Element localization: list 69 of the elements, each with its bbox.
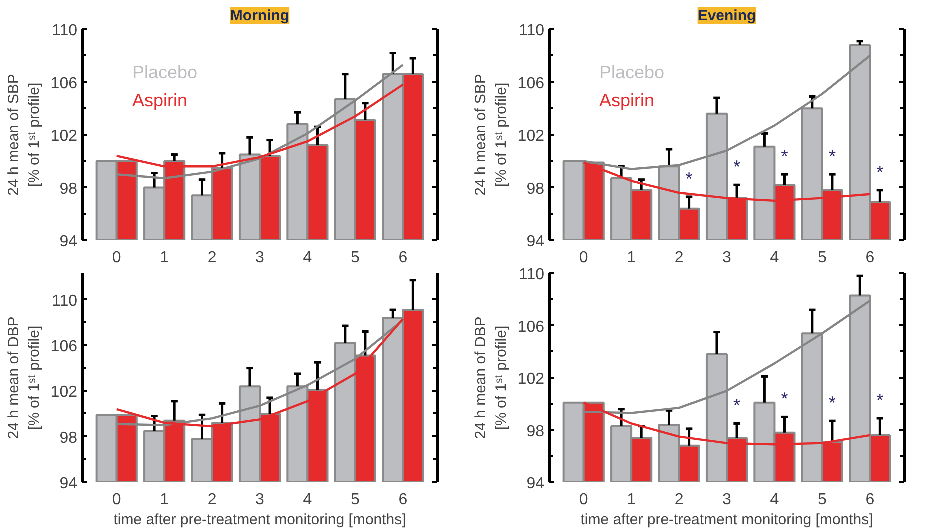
text: Placebo [600,62,665,82]
y-tick-label: 102 [518,128,545,145]
x-axis-title: time after pre-treatment monitoring [months] [114,512,406,528]
x-tick-label: 2 [208,250,217,266]
y-axis-title: 24 h mean of SBP [% of 1ˢᵗ profile] [472,74,510,196]
y-tick-label: 98 [526,423,545,440]
text: Placebo [132,62,198,82]
chart-title: Morning [230,8,290,24]
annotation: * [828,393,836,414]
x-tick-label: 1 [627,250,636,266]
y-tick-label: 106 [518,318,545,336]
x-tick-label: 3 [722,492,732,508]
x-tick-label: 4 [303,250,312,266]
x-tick-label: 4 [770,250,780,266]
x-tick-label: 5 [350,492,360,508]
x-tick-label: 6 [866,492,875,508]
x-tick-label: 4 [303,492,312,508]
y-tick-label: 110 [518,22,545,40]
annotation: * [828,146,836,167]
annotation: * [686,168,693,189]
y-axis-title: 24 h mean of DBP [% of 1ˢᵗ profile] [5,316,43,440]
text: Aspirin [132,90,188,110]
annotation: * [781,389,788,410]
y-tick-label: 106 [518,75,545,92]
y-tick-label: 98 [60,180,78,198]
x-tick-label: 2 [674,250,684,266]
x-tick-label: 5 [818,250,827,266]
y-axis-title: 24 h mean of DBP [% of 1ˢᵗ profile] [472,316,510,440]
y-tick-label: 110 [52,292,78,310]
y-tick-label: 94 [60,234,78,250]
annotation: * [876,162,884,182]
y-tick-label: 102 [518,371,545,388]
y-tick-label: 98 [60,430,78,447]
annotation: * [734,396,741,416]
x-tick-label: 1 [160,492,170,508]
x-tick-label: 5 [818,492,827,508]
annotation: * [876,390,884,410]
annotation: * [781,146,788,167]
annotation: * [734,157,741,178]
x-tick-label: 5 [350,250,360,266]
x-tick-label: 6 [398,492,408,508]
y-tick-label: 102 [50,384,78,402]
y-tick-label: 94 [526,476,545,492]
x-tick-label: 3 [722,250,732,266]
x-tick-label: 1 [627,492,636,508]
y-tick-label: 94 [526,234,545,250]
y-tick-label: 102 [50,128,78,145]
y-tick-label: 98 [526,180,545,198]
x-tick-label: 6 [866,250,875,266]
y-axis-title: 24 h mean of SBP [% of 1ˢᵗ profile] [5,74,43,196]
x-tick-label: 2 [674,492,684,508]
x-tick-label: 4 [770,492,780,508]
x-tick-label: 1 [160,250,170,266]
text: Aspirin [600,90,655,110]
x-tick-label: 0 [112,492,122,508]
x-tick-label: 6 [398,250,408,266]
y-tick-label: 94 [60,476,78,492]
y-tick-label: 110 [518,266,545,284]
y-tick-label: 106 [50,75,78,92]
x-axis-title: time after pre-treatment monitoring [months] [580,512,874,528]
y-tick-label: 106 [50,338,78,356]
chart-title: Evening [698,8,756,24]
x-tick-label: 0 [112,250,122,266]
y-tick-label: 110 [52,22,78,40]
x-tick-label: 3 [256,250,265,266]
x-tick-label: 0 [579,250,588,266]
x-tick-label: 0 [579,492,588,508]
x-tick-label: 3 [256,492,265,508]
x-tick-label: 2 [208,492,217,508]
